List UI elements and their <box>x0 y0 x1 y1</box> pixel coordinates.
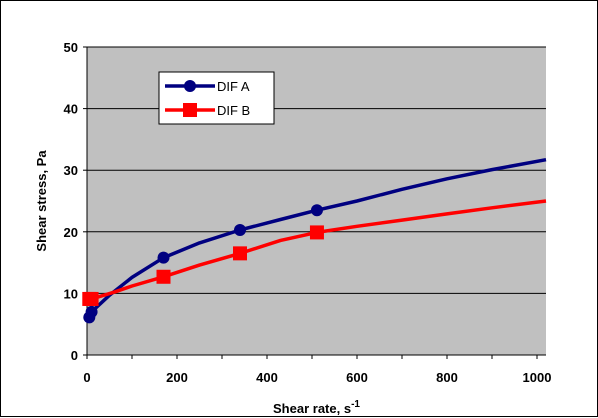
x-axis-title-text: Shear rate, s <box>273 401 351 416</box>
y-tick-labels: 0 10 20 30 40 50 <box>64 40 78 363</box>
data-point-dif-a <box>234 223 246 236</box>
x-tick-label: 800 <box>436 370 458 385</box>
x-tick-label: 600 <box>346 370 368 385</box>
y-tick-label: 30 <box>64 163 78 178</box>
data-point-dif-a <box>310 204 323 217</box>
y-tick-label: 0 <box>71 348 78 363</box>
y-tick-label: 40 <box>64 102 78 117</box>
y-tick-label: 10 <box>64 286 78 301</box>
legend-label-dif-b: DIF B <box>217 103 250 118</box>
plot-area <box>87 47 546 355</box>
legend-marker-dif-b <box>183 103 197 117</box>
legend-marker-dif-a <box>184 80 196 92</box>
legend-box <box>158 71 275 125</box>
y-tick-label: 20 <box>64 225 78 240</box>
x-tick-label: 1000 <box>523 370 552 385</box>
y-axis-title: Shear stress, Pa <box>34 150 49 252</box>
x-tick-label: 0 <box>83 370 90 385</box>
x-axis-title-superscript: -1 <box>351 399 360 410</box>
data-point-dif-b <box>309 225 324 240</box>
y-tick-label: 50 <box>64 40 78 55</box>
data-point-dif-a <box>85 305 98 318</box>
series-line-dif-b <box>89 199 547 301</box>
x-tick-label: 400 <box>256 370 278 385</box>
x-tick-label: 200 <box>166 370 188 385</box>
legend: DIF A DIF B <box>158 71 275 125</box>
x-tick-labels: 0 200 400 600 800 1000 <box>83 370 551 385</box>
data-point-dif-b <box>84 291 99 306</box>
x-axis-title: Shear rate, s-1 <box>273 399 360 416</box>
series-layer <box>82 157 547 324</box>
data-point-dif-b <box>156 269 171 284</box>
data-point-dif-a <box>157 251 170 264</box>
data-point-dif-b <box>233 246 247 261</box>
legend-label-dif-a: DIF A <box>217 79 250 94</box>
